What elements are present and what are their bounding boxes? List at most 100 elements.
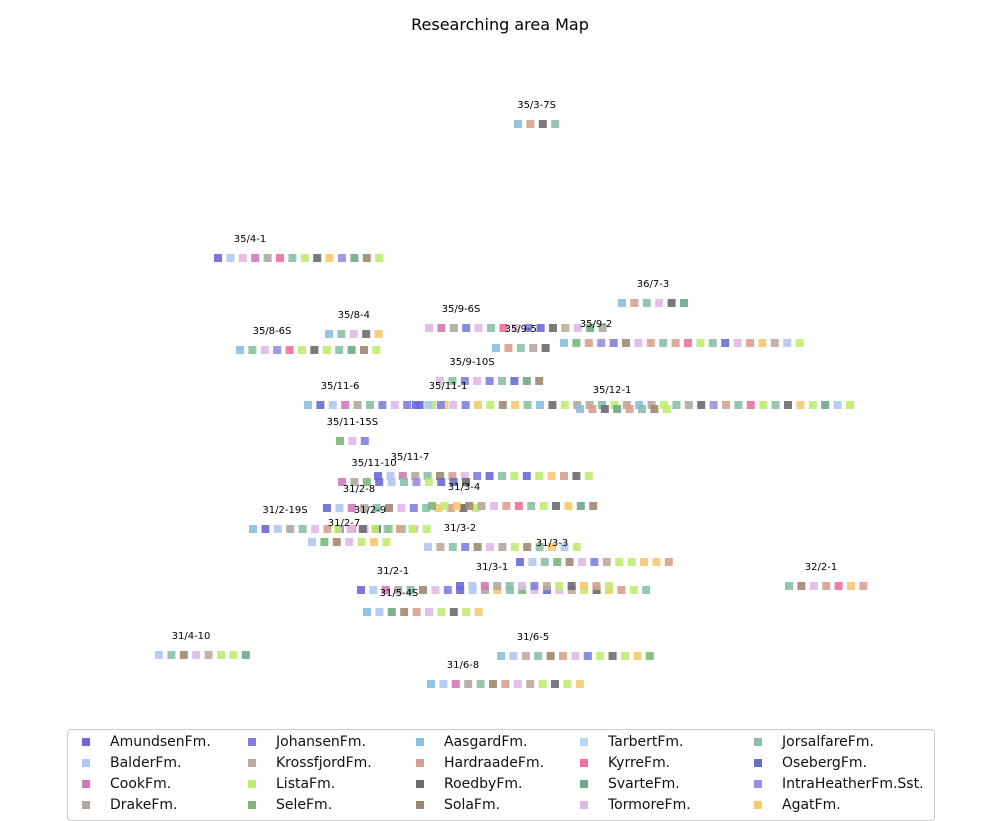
formation-marker [588, 405, 597, 413]
formation-marker [613, 405, 622, 413]
legend-item: TarbertFm. [566, 732, 683, 752]
formation-marker [522, 472, 531, 480]
formation-marker [396, 525, 404, 533]
formation-marker [323, 525, 332, 533]
well-label: 35/3-7S [517, 100, 556, 111]
well-group: 35/11-15S [327, 417, 378, 445]
formation-marker [436, 543, 445, 551]
formation-marker [382, 538, 391, 546]
formation-marker [642, 299, 651, 307]
formation-marker [263, 254, 272, 262]
legend-label: KrossfjordFm. [276, 755, 372, 771]
formation-marker [449, 478, 458, 486]
formation-marker [489, 680, 497, 688]
formation-marker [360, 437, 369, 445]
formation-marker [362, 330, 371, 338]
well-group: 31/3-4 [428, 482, 598, 510]
well-group: 31/2-8 [323, 484, 480, 512]
chart-title: Researching area Map [411, 15, 589, 34]
well-label: 35/9-10S [449, 357, 494, 368]
formation-marker [633, 652, 642, 660]
well-group: 36/7-3 [618, 279, 688, 307]
formation-marker [629, 586, 638, 594]
formation-marker [286, 525, 295, 533]
formation-marker [510, 543, 519, 551]
formation-marker [672, 401, 681, 409]
formation-marker [310, 346, 319, 354]
well-group: 31/3-2 [424, 523, 581, 551]
formation-marker [366, 401, 374, 409]
formation-marker [439, 680, 448, 688]
formation-marker [846, 401, 854, 409]
formation-marker [634, 339, 643, 347]
formation-marker [322, 346, 331, 354]
formation-marker [833, 401, 842, 409]
legend-swatch [82, 759, 90, 767]
formation-marker [179, 651, 188, 659]
formation-marker [592, 582, 601, 590]
formation-marker [371, 525, 380, 533]
formation-marker [362, 254, 371, 262]
formation-marker [298, 346, 306, 354]
formation-marker [721, 339, 730, 347]
formation-marker [498, 401, 507, 409]
formation-marker [325, 330, 333, 338]
formation-marker [468, 582, 477, 590]
formation-marker [474, 608, 483, 616]
formation-marker [834, 582, 843, 590]
formation-marker [535, 377, 544, 385]
legend-swatch [754, 780, 762, 788]
legend-item: KyrreFm. [566, 753, 670, 773]
formation-marker [529, 344, 538, 352]
formation-marker [461, 543, 470, 551]
well-label: 31/2-7 [328, 518, 360, 529]
well-group: 35/4-1 [214, 234, 384, 262]
formation-marker [236, 346, 244, 354]
legend-label: ListaFm. [276, 776, 336, 792]
formation-marker [372, 504, 381, 512]
formation-marker [797, 582, 806, 590]
formation-marker [338, 254, 346, 262]
formation-marker [358, 525, 367, 533]
formation-marker [696, 339, 705, 347]
formation-marker [527, 502, 536, 510]
formation-marker [412, 478, 421, 486]
legend-item: RoedbyFm. [402, 774, 522, 794]
formation-marker [320, 538, 329, 546]
formation-marker [546, 652, 555, 660]
formation-marker [528, 558, 537, 566]
formation-marker [346, 525, 355, 533]
formation-marker [226, 254, 235, 262]
formation-marker [357, 586, 365, 594]
formation-marker [411, 472, 420, 480]
formation-marker [406, 586, 415, 594]
formation-marker [337, 330, 346, 338]
legend-swatch [580, 738, 588, 746]
formation-marker [638, 405, 646, 413]
well-label: 31/6-5 [517, 632, 549, 643]
formation-marker [572, 543, 581, 551]
formation-marker [476, 680, 485, 688]
formation-marker [480, 582, 489, 590]
formation-marker [498, 472, 506, 480]
well-group: 31/2-9 [334, 505, 417, 533]
well-label: 31/2-9 [354, 505, 386, 516]
formation-marker [328, 401, 337, 409]
formation-marker [510, 377, 519, 385]
legend-item: SolaFm. [402, 795, 500, 815]
formation-marker [412, 608, 421, 616]
well-label: 35/4-1 [234, 234, 266, 245]
formation-marker [770, 339, 779, 347]
well-label: 31/3-1 [476, 562, 508, 573]
formation-marker [523, 543, 532, 551]
legend-swatch [580, 759, 588, 767]
formation-marker [424, 543, 432, 551]
well-group: 35/9-10S [436, 357, 544, 385]
formation-marker [547, 472, 556, 480]
formation-marker [561, 324, 570, 332]
legend-swatch [754, 738, 762, 746]
formation-marker [518, 582, 526, 590]
formation-marker [334, 525, 342, 533]
well-label: 31/2-8 [343, 484, 375, 495]
formation-marker [490, 502, 498, 510]
